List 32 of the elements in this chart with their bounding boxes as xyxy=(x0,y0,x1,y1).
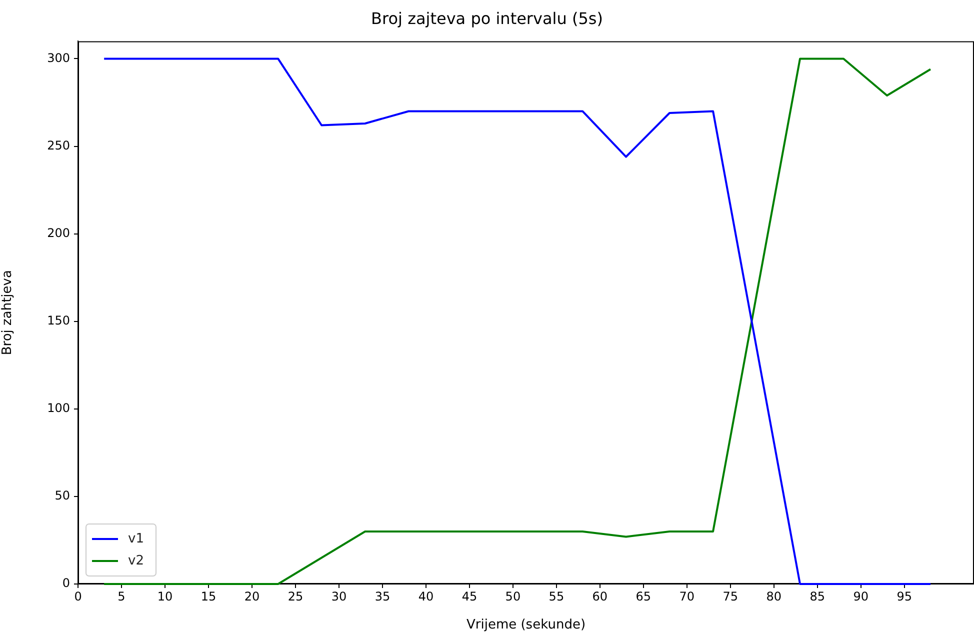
x-tick-label: 90 xyxy=(853,589,869,604)
x-tick-label: 85 xyxy=(810,589,826,604)
x-tick-label: 45 xyxy=(462,589,478,604)
y-axis-title: Broj zahtjeva xyxy=(0,270,16,356)
y-tick-label: 100 xyxy=(47,401,70,416)
legend-label: v2 xyxy=(128,553,144,568)
y-tick-label: 150 xyxy=(47,313,70,328)
x-tick-label: 60 xyxy=(592,589,608,604)
y-tick-label: 50 xyxy=(54,488,70,503)
y-tick-label: 0 xyxy=(62,576,70,590)
x-tick-label: 5 xyxy=(118,589,126,604)
x-axis-title: Vrijeme (sekunde) xyxy=(466,618,586,633)
x-tick-label: 20 xyxy=(244,589,260,604)
x-tick-label: 95 xyxy=(896,589,912,604)
x-tick-label: 30 xyxy=(331,589,347,604)
y-tick-label: 200 xyxy=(47,226,70,240)
x-tick-label: 40 xyxy=(418,589,434,604)
x-tick-label: 55 xyxy=(548,589,564,604)
x-tick-label: 10 xyxy=(157,589,173,604)
x-tick-label: 80 xyxy=(766,589,782,604)
x-tick-label: 50 xyxy=(505,589,521,604)
legend-label: v1 xyxy=(128,531,144,546)
chart-title: Broj zajteva po intervalu (5s) xyxy=(371,8,603,28)
x-tick-label: 15 xyxy=(200,589,216,604)
x-tick-label: 0 xyxy=(74,589,82,604)
x-tick-label: 35 xyxy=(374,589,390,604)
x-tick-label: 65 xyxy=(636,589,652,604)
x-tick-label: 75 xyxy=(722,589,738,604)
x-tick-label: 25 xyxy=(288,589,304,604)
y-tick-label: 300 xyxy=(47,50,70,65)
y-tick-label: 250 xyxy=(47,138,70,152)
x-tick-label: 70 xyxy=(679,589,695,604)
